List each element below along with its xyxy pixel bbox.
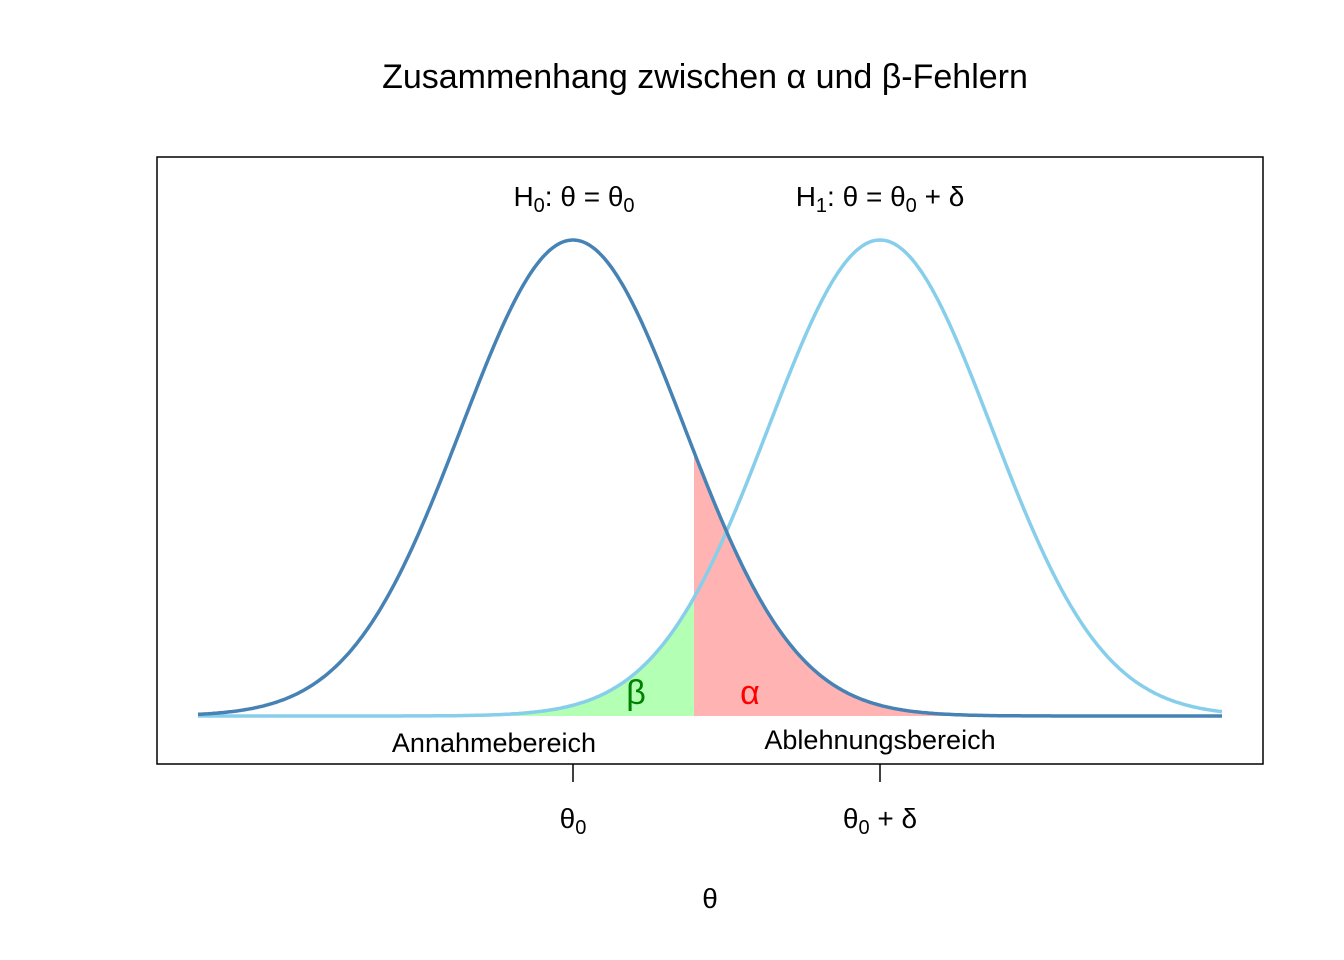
- beta-label: β: [626, 674, 646, 712]
- h0-curve: [197, 238, 1222, 718]
- tick-part: θ: [843, 803, 859, 834]
- h1-curve: [198, 238, 1223, 718]
- chart-title: Zusammenhang zwischen α und β-Fehlern: [382, 58, 1028, 96]
- alpha-area: [694, 451, 1222, 716]
- x-axis-label: θ: [702, 883, 718, 914]
- tick-sub: 0: [575, 817, 586, 839]
- curves: [197, 238, 1223, 718]
- beta-area: [198, 597, 694, 716]
- alpha-label: α: [740, 674, 760, 712]
- h1-part: + δ: [917, 181, 965, 212]
- h1-sub: 1: [816, 195, 827, 217]
- h0-sub: 0: [623, 195, 634, 217]
- h0-label: H0: θ = θ0: [513, 181, 634, 217]
- plot-frame: [156, 156, 1264, 765]
- h1-part: H: [796, 181, 816, 212]
- tick-sub: 0: [858, 817, 869, 839]
- h0-part: : θ = θ: [545, 181, 624, 212]
- region-label: Annahmebereich: [392, 728, 596, 758]
- h1-sub: 0: [906, 195, 917, 217]
- tick-part: θ: [560, 803, 576, 834]
- tick-part: + δ: [870, 803, 918, 834]
- x-tick-label: θ0 + δ: [843, 803, 917, 839]
- x-tick-label: θ0: [560, 803, 587, 839]
- h0-sub: 0: [534, 195, 545, 217]
- h0-part: H: [513, 181, 533, 212]
- h1-label: H1: θ = θ0 + δ: [796, 181, 965, 217]
- h1-part: : θ = θ: [827, 181, 906, 212]
- region-label: Ablehnungsbereich: [764, 725, 995, 755]
- areas: [198, 451, 1222, 716]
